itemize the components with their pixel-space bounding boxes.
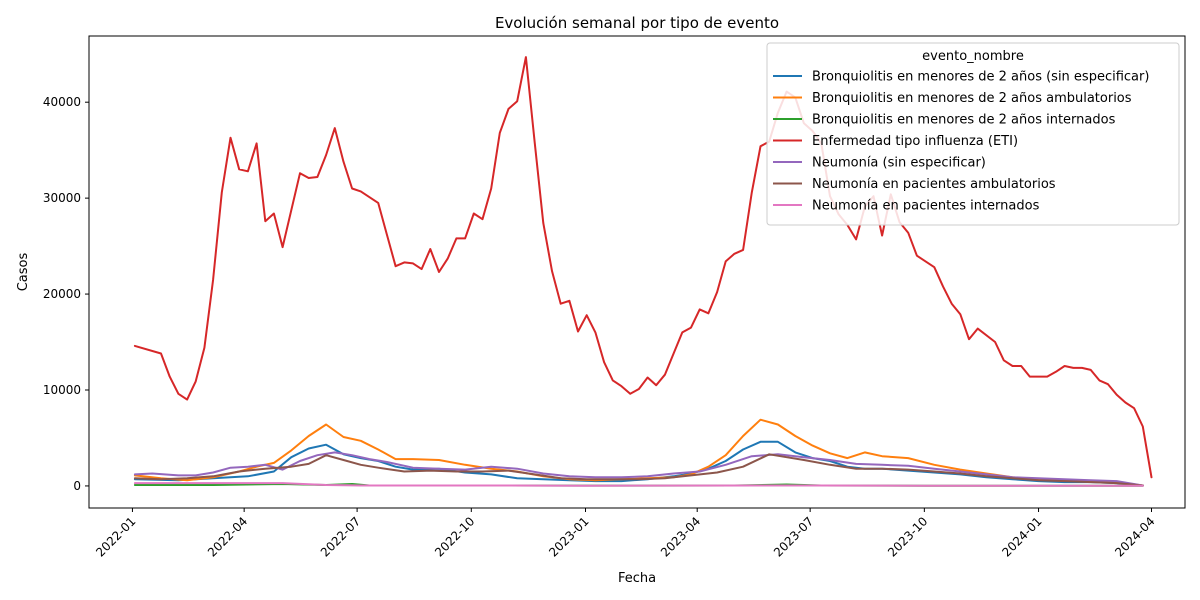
y-tick-label: 0 — [73, 479, 81, 493]
legend-entry: Bronquiolitis en menores de 2 años ambul… — [812, 91, 1132, 106]
y-axis-label: Casos — [16, 253, 31, 292]
legend-box — [766, 42, 1180, 226]
plot-frame — [88, 35, 1186, 509]
x-axis-label: Fecha — [618, 571, 656, 586]
legend-entry: Bronquiolitis en menores de 2 años inter… — [812, 113, 1116, 128]
y-tick-label: 40000 — [43, 95, 81, 109]
legend-entry: Enfermedad tipo influenza (ETI) — [812, 134, 1018, 149]
legend-entry: Neumonía en pacientes internados — [812, 199, 1040, 214]
legend: evento_nombre Bronquiolitis en menores d… — [766, 42, 1180, 226]
y-tick-label: 30000 — [43, 191, 81, 205]
legend-entry: Neumonía en pacientes ambulatorios — [812, 177, 1056, 192]
legend-entry: Neumonía (sin especificar) — [812, 156, 986, 171]
series-line-7 — [133, 482, 1144, 487]
legend-entry: Bronquiolitis en menores de 2 años (sin … — [812, 70, 1149, 85]
y-tick-label: 20000 — [43, 287, 81, 301]
y-axis: 0 10000 20000 30000 40000 — [43, 95, 89, 493]
legend-title: evento_nombre — [922, 49, 1024, 64]
series-line-5 — [133, 451, 1144, 487]
series-line-6 — [133, 453, 1144, 487]
y-tick-label: 10000 — [43, 383, 81, 397]
plot-lines — [133, 56, 1153, 487]
series-line-4 — [133, 56, 1153, 479]
chart-title: Evolución semanal por tipo de evento — [495, 14, 779, 32]
